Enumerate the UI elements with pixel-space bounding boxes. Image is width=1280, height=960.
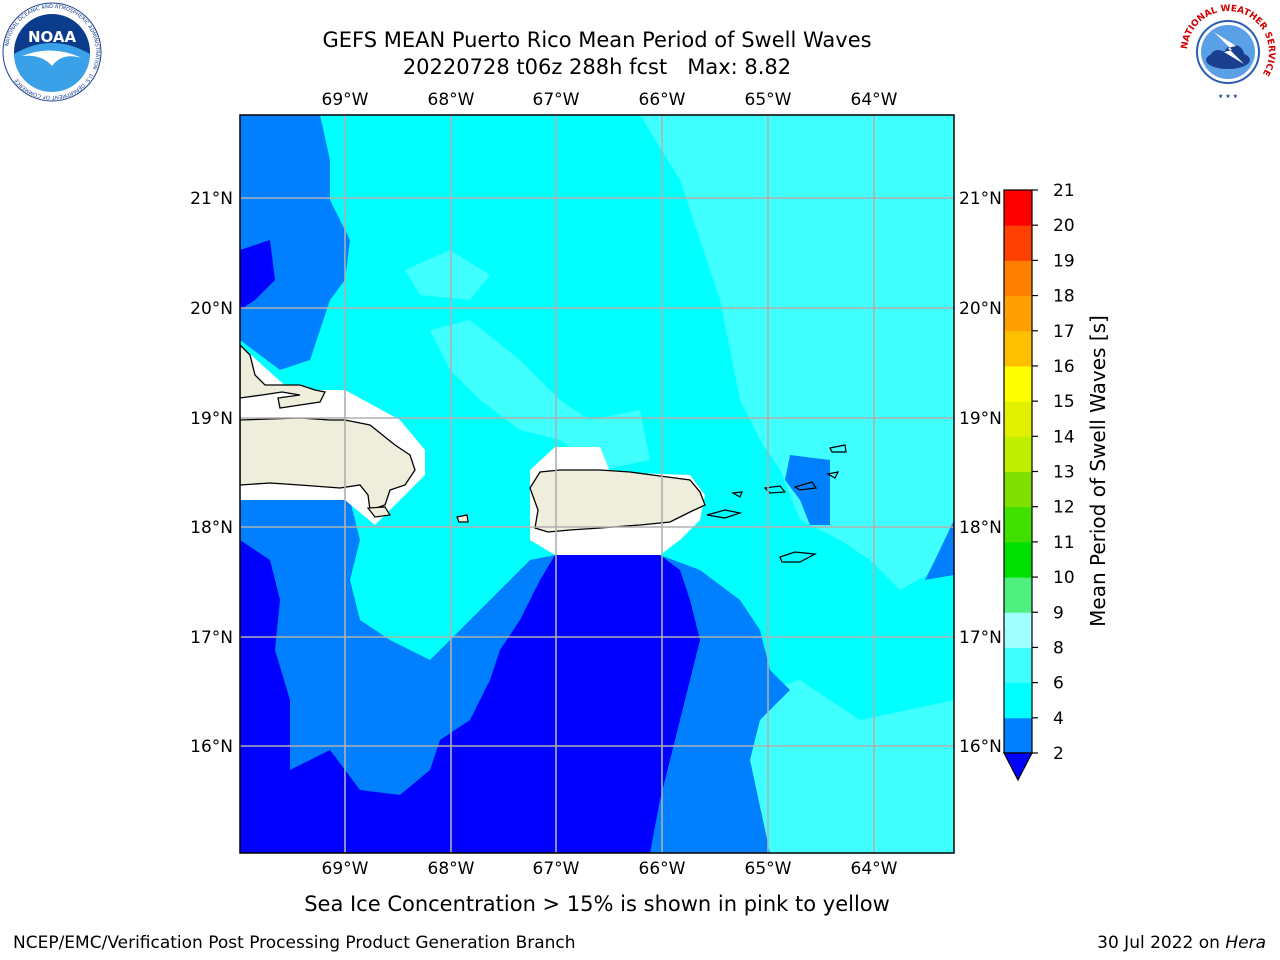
colorbar-segment xyxy=(1004,401,1032,437)
lon-label-top-65w: 65°W xyxy=(745,90,792,110)
lat-label-left-21n: 21°N xyxy=(190,189,233,209)
colorbar-title: Mean Period of Swell Waves [s] xyxy=(1086,315,1110,627)
svg-text:★ ★ ★: ★ ★ ★ xyxy=(1218,93,1238,100)
colorbar-segment xyxy=(1004,541,1032,578)
lat-label-left-19n: 19°N xyxy=(190,409,233,429)
contour-fill-6-8-east xyxy=(640,115,954,590)
colorbar-tick-label: 6 xyxy=(1053,674,1064,694)
colorbar-tick-label: 12 xyxy=(1053,498,1075,518)
footer-machine: Hera xyxy=(1225,933,1266,953)
lon-label-bottom-67w: 67°W xyxy=(533,859,580,879)
colorbar-segment xyxy=(1004,612,1032,648)
map-frame xyxy=(239,114,955,854)
contour-fill-under-2-northwest xyxy=(240,240,275,310)
colorbar: 2 4 6 8 9 10 11 12 13 14 15 16 17 18 19 20 21 xyxy=(1003,181,1075,782)
land-st-croix xyxy=(779,551,818,563)
colorbar-tick-label: 19 xyxy=(1053,251,1075,271)
colorbar-segment xyxy=(1004,295,1032,332)
lon-label-top-68w: 68°W xyxy=(428,90,475,110)
lat-label-right-21n: 21°N xyxy=(959,189,1002,209)
land-culebra xyxy=(731,491,743,498)
colorbar-segment xyxy=(1004,717,1032,754)
colorbar-segment xyxy=(1004,577,1032,613)
lon-label-bottom-64w: 64°W xyxy=(851,859,898,879)
lon-label-bottom-69w: 69°W xyxy=(322,859,369,879)
contour-fill-6-8-south xyxy=(730,680,954,853)
contour-field xyxy=(240,115,954,853)
lat-label-left-18n: 18°N xyxy=(190,518,233,538)
contour-fill-2-4-east xyxy=(925,520,954,580)
contour-fill-under-2-south xyxy=(240,540,700,853)
colorbar-under-arrow xyxy=(1003,752,1033,782)
lon-label-top-66w: 66°W xyxy=(639,90,686,110)
footer-date: 30 Jul 2022 on Hera xyxy=(1097,932,1266,954)
land-virgin-gorda xyxy=(826,471,840,479)
colorbar-tick-label: 9 xyxy=(1053,603,1064,623)
lat-label-right-20n: 20°N xyxy=(959,299,1002,319)
contour-fill-2-4-northwest xyxy=(240,115,350,370)
lat-label-left-20n: 20°N xyxy=(190,299,233,319)
colorbar-segment xyxy=(1004,647,1032,684)
land-isla-mona xyxy=(456,514,469,523)
lat-label-right-19n: 19°N xyxy=(959,409,1002,429)
colorbar-tick-label: 15 xyxy=(1053,392,1075,412)
footer-credit: NCEP/EMC/Verification Post Processing Pr… xyxy=(13,933,576,953)
colorbar-segment xyxy=(1004,682,1032,719)
lat-label-right-17n: 17°N xyxy=(959,628,1002,648)
lon-label-top-69w: 69°W xyxy=(322,90,369,110)
footer-date-text: 30 Jul 2022 on xyxy=(1097,933,1226,953)
colorbar-segment xyxy=(1004,471,1032,508)
colorbar-segment xyxy=(1004,365,1032,402)
contour-fill-2-4-islands xyxy=(785,455,830,525)
colorbar-tick-label: 8 xyxy=(1053,638,1064,658)
land-hispaniola-north xyxy=(240,344,326,409)
colorbar-segment xyxy=(1004,190,1032,226)
land-anegada xyxy=(829,444,847,453)
colorbar-tick-label: 16 xyxy=(1053,357,1075,377)
contour-fill-6-8-center xyxy=(430,320,650,470)
nws-logo: NATIONAL WEATHER SERVICE ★ ★ ★ xyxy=(1179,3,1277,101)
colorbar-tick-label: 2 xyxy=(1053,744,1064,764)
lat-label-right-16n: 16°N xyxy=(959,737,1002,757)
land-isla-saona xyxy=(366,506,392,518)
colorbar-segment xyxy=(1004,330,1032,367)
colorbar-segment xyxy=(1004,260,1032,297)
colorbar-tick-label: 18 xyxy=(1053,287,1075,307)
sea-ice-note: Sea Ice Concentration > 15% is shown in … xyxy=(304,892,890,916)
colorbar-segment xyxy=(1004,506,1032,543)
land-tortola xyxy=(793,481,818,491)
chart-subtitle: 20220728 t06z 288h fcst Max: 8.82 xyxy=(402,55,792,79)
colorbar-tick-label: 10 xyxy=(1053,568,1075,588)
colorbar-tick-label: 13 xyxy=(1053,463,1075,483)
colorbar-tick-label: 21 xyxy=(1053,181,1075,201)
chart-title: GEFS MEAN Puerto Rico Mean Period of Swe… xyxy=(322,28,872,52)
lon-label-bottom-68w: 68°W xyxy=(428,859,475,879)
lon-label-bottom-66w: 66°W xyxy=(639,859,686,879)
lon-label-top-67w: 67°W xyxy=(533,90,580,110)
colorbar-tick-label: 20 xyxy=(1053,216,1075,236)
lon-label-bottom-65w: 65°W xyxy=(745,859,792,879)
lat-label-left-16n: 16°N xyxy=(190,737,233,757)
colorbar-tick-label: 14 xyxy=(1053,427,1075,447)
colorbar-tick-label: 17 xyxy=(1053,322,1075,342)
colorbar-tick-label: 4 xyxy=(1053,709,1064,729)
gridlines xyxy=(240,115,954,853)
colorbar-tick-label: 11 xyxy=(1053,533,1075,553)
svg-text:NOAA: NOAA xyxy=(28,28,77,46)
contour-fill-6-8-north xyxy=(405,250,490,300)
lat-label-left-17n: 17°N xyxy=(190,628,233,648)
lat-label-right-18n: 18°N xyxy=(959,518,1002,538)
colorbar-segment xyxy=(1004,436,1032,472)
land-vieques xyxy=(706,509,743,519)
colorbar-segment xyxy=(1004,225,1032,261)
noaa-logo: NATIONAL OCEANIC AND ATMOSPHERIC ADMINIS… xyxy=(2,2,102,102)
lon-label-top-64w: 64°W xyxy=(851,90,898,110)
